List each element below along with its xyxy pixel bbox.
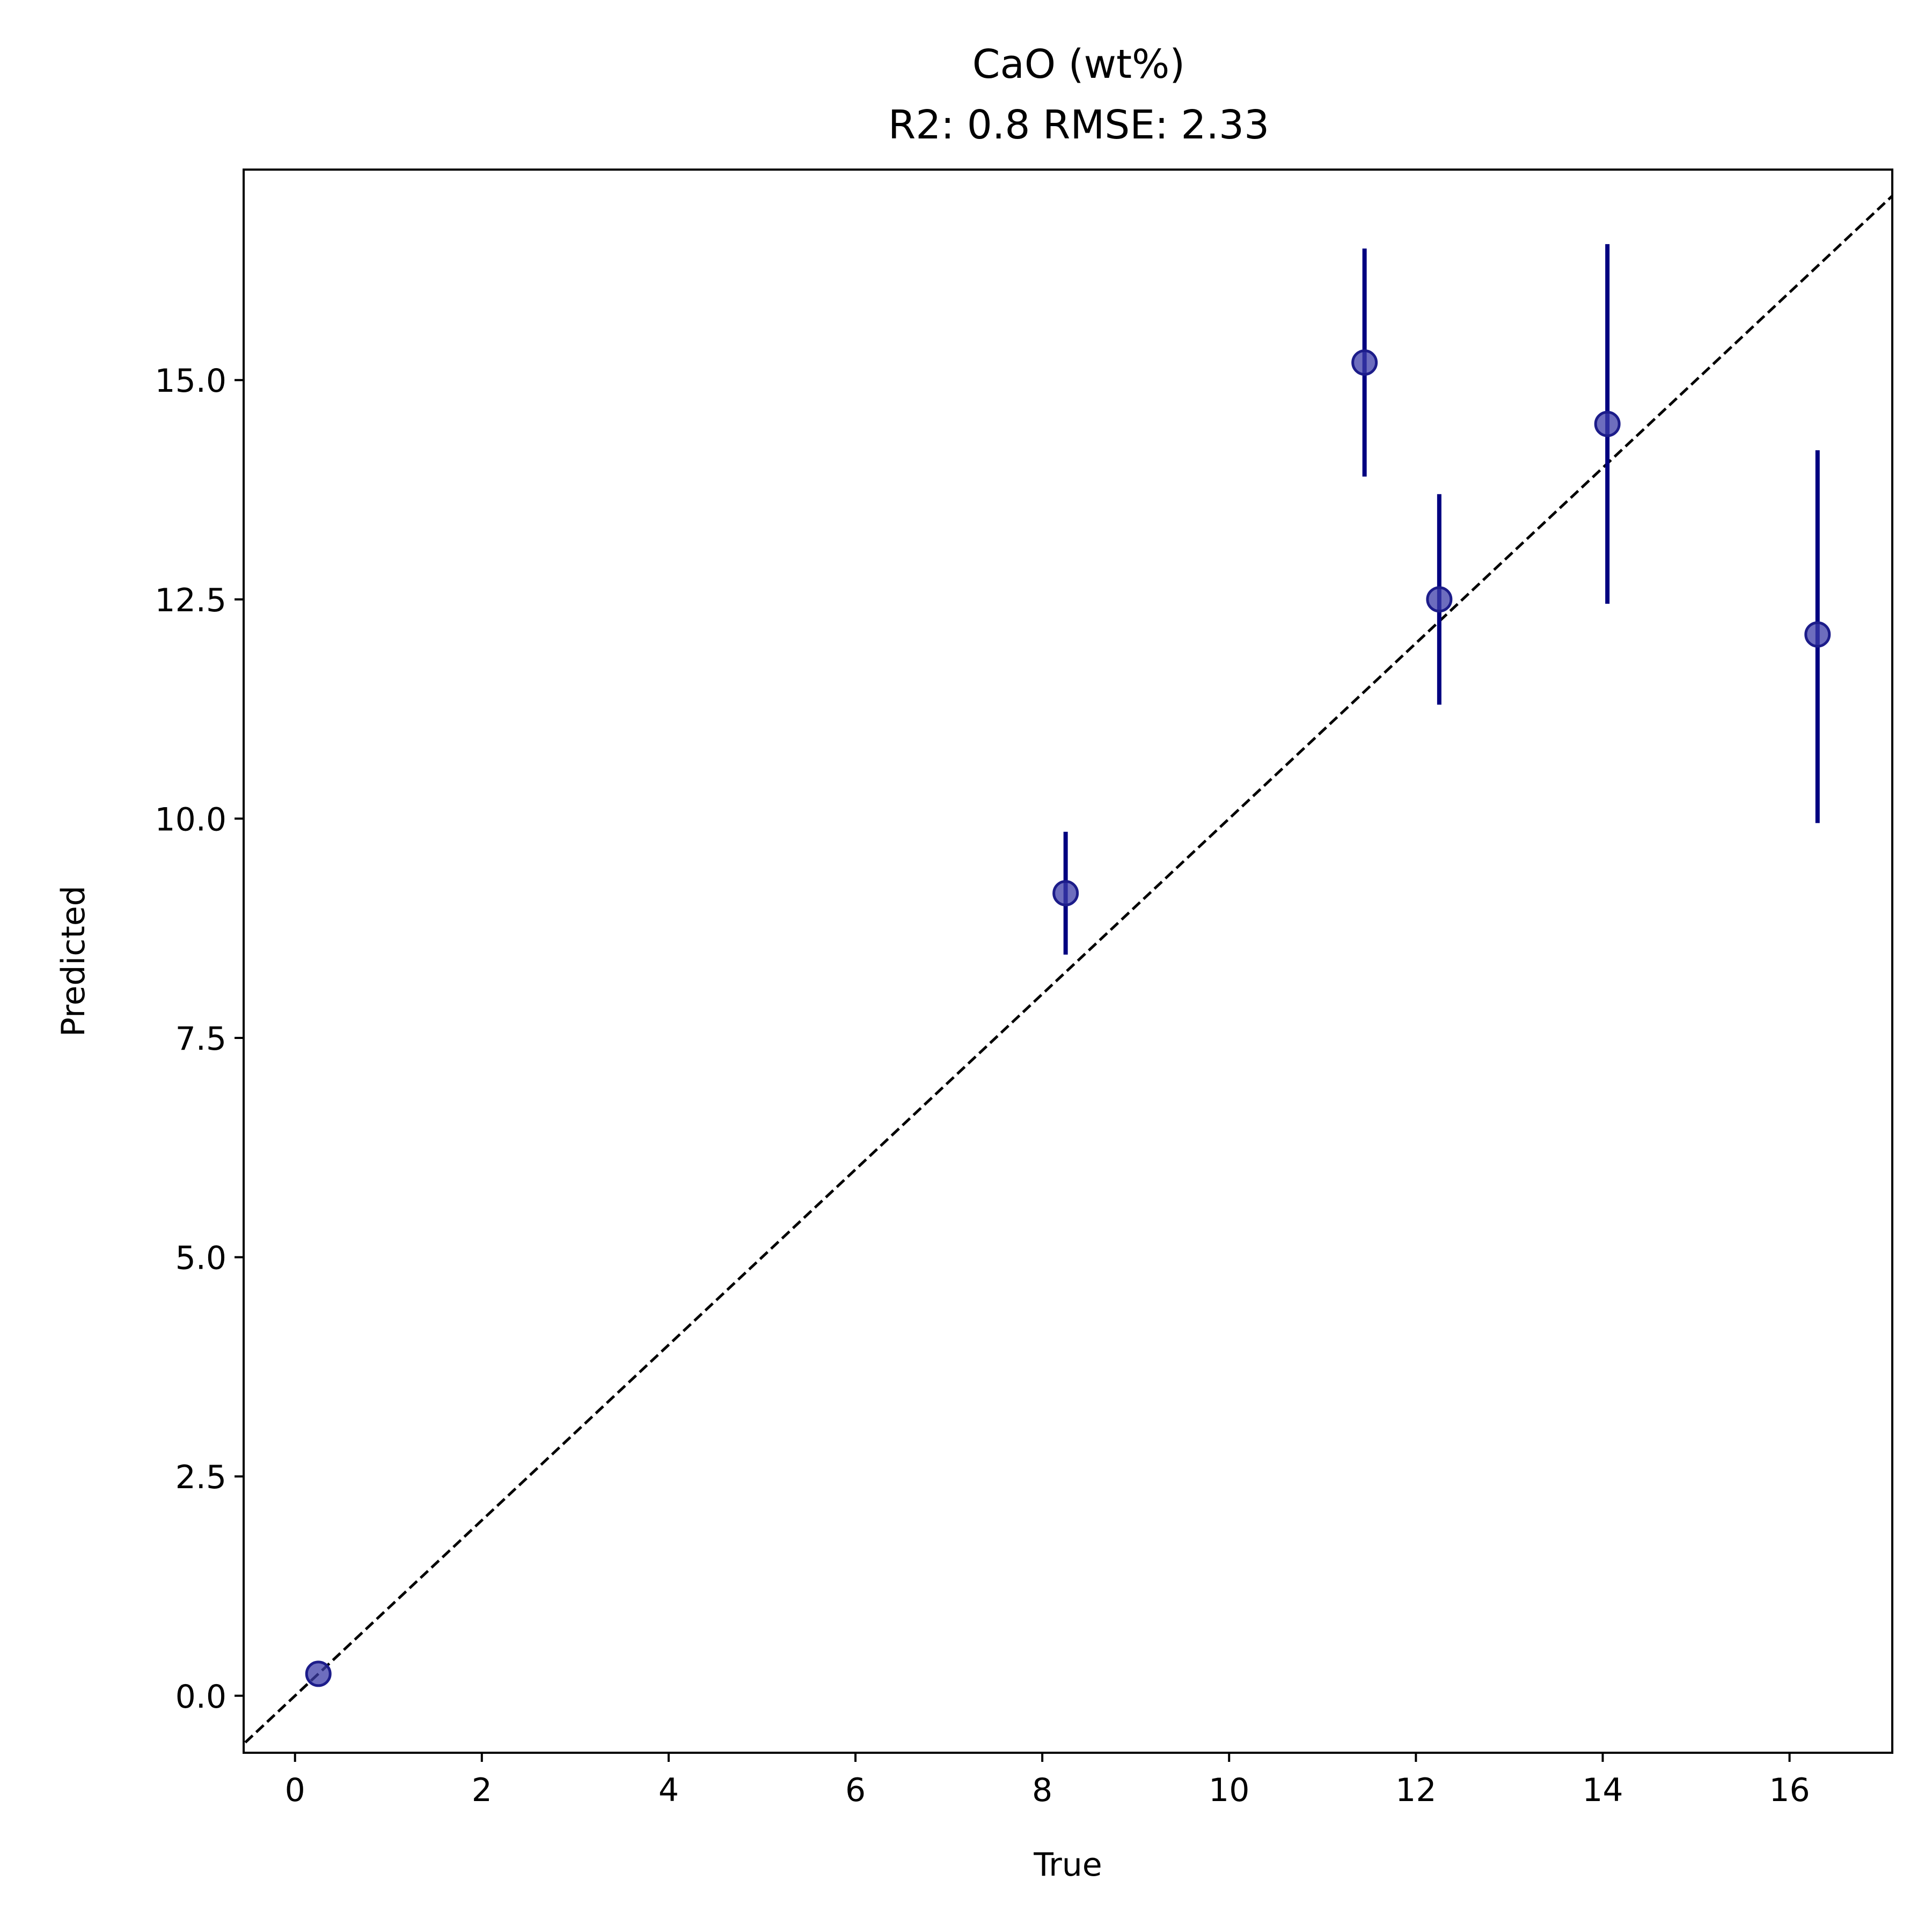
x-tick-label: 8 [1032, 1772, 1052, 1809]
x-tick-label: 0 [285, 1772, 305, 1809]
chart-title: CaO (wt%) [972, 41, 1185, 87]
y-tick-label: 7.5 [175, 1020, 226, 1058]
y-tick-label: 5.0 [175, 1240, 226, 1277]
data-point [1594, 411, 1621, 437]
y-tick-label: 15.0 [155, 362, 226, 400]
y-tick-label: 2.5 [175, 1459, 226, 1496]
x-axis-ticks: 0 2 4 6 8 10 12 14 16 [285, 1753, 1810, 1809]
data-points [305, 349, 1831, 1687]
x-tick-label: 4 [658, 1772, 679, 1809]
plot-frame [243, 169, 1893, 1754]
data-point [1052, 880, 1079, 906]
y-tick-label: 12.5 [155, 582, 226, 619]
data-point [1804, 621, 1831, 648]
data-point [305, 1660, 332, 1687]
reference-line-y-equals-x [244, 194, 1892, 1746]
x-tick-label: 6 [845, 1772, 866, 1809]
y-tick-label: 10.0 [155, 801, 226, 838]
y-axis-label: Predicted [55, 885, 92, 1037]
y-tick-label: 0.0 [175, 1678, 226, 1716]
chart-subtitle: R2: 0.8 RMSE: 2.33 [888, 102, 1269, 148]
x-tick-label: 2 [472, 1772, 492, 1809]
y-axis-ticks: 0.0 2.5 5.0 7.5 10.0 12.5 15.0 [155, 362, 244, 1716]
x-axis-label: True [1033, 1846, 1102, 1884]
x-tick-label: 16 [1769, 1772, 1810, 1809]
x-tick-label: 10 [1209, 1772, 1249, 1809]
x-tick-label: 14 [1582, 1772, 1623, 1809]
x-tick-label: 12 [1395, 1772, 1436, 1809]
plot-area [243, 169, 1893, 1754]
data-point [1426, 586, 1453, 613]
data-point [1351, 349, 1378, 376]
